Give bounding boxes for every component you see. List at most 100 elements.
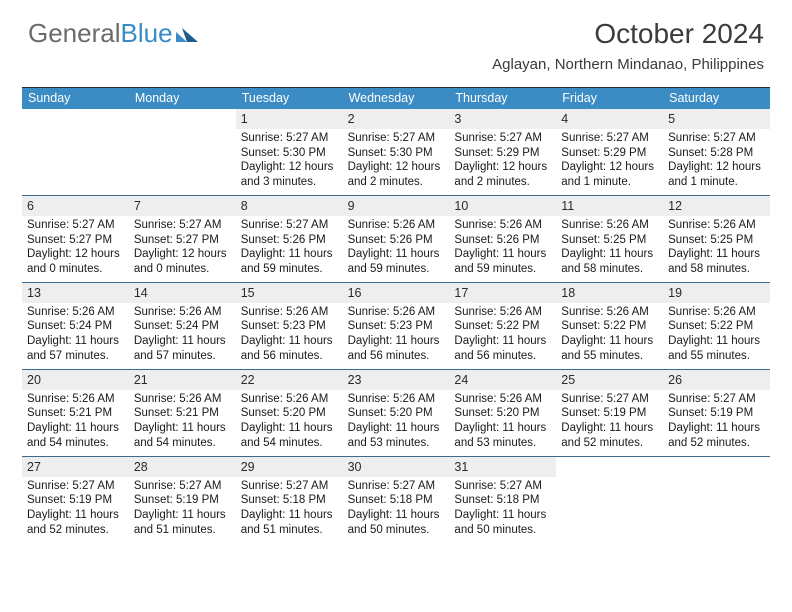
day-number-strip: 19 (663, 283, 770, 303)
day-number: 10 (454, 199, 468, 213)
day-details: Sunrise: 5:26 AMSunset: 5:23 PMDaylight:… (348, 305, 445, 364)
day-details: Sunrise: 5:27 AMSunset: 5:29 PMDaylight:… (561, 131, 658, 190)
day-cell: 25Sunrise: 5:27 AMSunset: 5:19 PMDayligh… (556, 370, 663, 456)
day-number: 27 (27, 460, 41, 474)
day-cell: 29 Sunrise: 5:27 AMSunset: 5:18 PMDayligh… (236, 457, 343, 543)
day-number-strip: 6 (22, 196, 129, 216)
day-number-strip: 14 (129, 283, 236, 303)
day-number-strip: 17 (449, 283, 556, 303)
day-details: Sunrise: 5:27 AMSunset: 5:27 PMDaylight:… (134, 218, 231, 277)
page-header: GeneralBlue October 2024 Aglayan, Northe… (0, 0, 792, 77)
day-number: 3 (454, 112, 461, 126)
day-number-strip: 13 (22, 283, 129, 303)
day-number-strip: 24 (449, 370, 556, 390)
day-cell: 30 Sunrise: 5:27 AMSunset: 5:18 PMDayligh… (343, 457, 450, 543)
week-row: 6 Sunrise: 5:27 AMSunset: 5:27 PMDaylight… (22, 196, 770, 283)
day-number: 19 (668, 286, 682, 300)
day-cell: 4 Sunrise: 5:27 AMSunset: 5:29 PMDaylight… (556, 109, 663, 195)
day-details: Sunrise: 5:27 AMSunset: 5:19 PMDaylight:… (134, 479, 231, 538)
calendar-grid: SundayMondayTuesdayWednesdayThursdayFrid… (22, 87, 770, 542)
weeks-container: 1 Sunrise: 5:27 AMSunset: 5:30 PMDaylight… (22, 109, 770, 542)
day-number: 16 (348, 286, 362, 300)
day-cell: 11Sunrise: 5:26 AMSunset: 5:25 PMDayligh… (556, 196, 663, 282)
logo-text-2: Blue (121, 18, 173, 49)
day-details: Sunrise: 5:27 AMSunset: 5:26 PMDaylight:… (241, 218, 338, 277)
day-number-strip: 25 (556, 370, 663, 390)
day-number: 7 (134, 199, 141, 213)
day-cell: 6 Sunrise: 5:27 AMSunset: 5:27 PMDaylight… (22, 196, 129, 282)
day-number-strip: 1 (236, 109, 343, 129)
brand-logo: GeneralBlue (28, 18, 198, 49)
title-block: October 2024 Aglayan, Northern Mindanao,… (492, 18, 764, 73)
day-number: 17 (454, 286, 468, 300)
day-number: 4 (561, 112, 568, 126)
day-details: Sunrise: 5:26 AMSunset: 5:24 PMDaylight:… (134, 305, 231, 364)
day-number: 30 (348, 460, 362, 474)
day-cell: 7 Sunrise: 5:27 AMSunset: 5:27 PMDaylight… (129, 196, 236, 282)
day-number-strip: 29 (236, 457, 343, 477)
day-cell: 10Sunrise: 5:26 AMSunset: 5:26 PMDayligh… (449, 196, 556, 282)
day-number-strip: 26 (663, 370, 770, 390)
day-details: Sunrise: 5:26 AMSunset: 5:22 PMDaylight:… (454, 305, 551, 364)
weekday-header: Wednesday (343, 88, 450, 109)
day-details: Sunrise: 5:27 AMSunset: 5:18 PMDaylight:… (348, 479, 445, 538)
day-cell: 5 Sunrise: 5:27 AMSunset: 5:28 PMDaylight… (663, 109, 770, 195)
weekday-header: Thursday (449, 88, 556, 109)
day-cell: 14 Sunrise: 5:26 AMSunset: 5:24 PMDayligh… (129, 283, 236, 369)
day-number-strip: 27 (22, 457, 129, 477)
day-cell: 21Sunrise: 5:26 AMSunset: 5:21 PMDayligh… (129, 370, 236, 456)
weekday-header: Tuesday (236, 88, 343, 109)
day-cell: 13 Sunrise: 5:26 AMSunset: 5:24 PMDayligh… (22, 283, 129, 369)
logo-mark-icon (176, 18, 198, 49)
day-cell: 26Sunrise: 5:27 AMSunset: 5:19 PMDayligh… (663, 370, 770, 456)
day-details: Sunrise: 5:27 AMSunset: 5:18 PMDaylight:… (241, 479, 338, 538)
day-number: 24 (454, 373, 468, 387)
day-number: 6 (27, 199, 34, 213)
day-details: Sunrise: 5:27 AMSunset: 5:28 PMDaylight:… (668, 131, 765, 190)
day-cell: 18Sunrise: 5:26 AMSunset: 5:22 PMDayligh… (556, 283, 663, 369)
day-number-strip: 9 (343, 196, 450, 216)
weekday-header: Friday (556, 88, 663, 109)
day-details: Sunrise: 5:27 AMSunset: 5:18 PMDaylight:… (454, 479, 551, 538)
day-cell: 12Sunrise: 5:26 AMSunset: 5:25 PMDayligh… (663, 196, 770, 282)
day-number-strip: 23 (343, 370, 450, 390)
day-number-strip: 28 (129, 457, 236, 477)
day-details: Sunrise: 5:27 AMSunset: 5:19 PMDaylight:… (561, 392, 658, 451)
day-number: 23 (348, 373, 362, 387)
week-row: 1 Sunrise: 5:27 AMSunset: 5:30 PMDaylight… (22, 109, 770, 196)
day-details: Sunrise: 5:26 AMSunset: 5:26 PMDaylight:… (348, 218, 445, 277)
day-cell: 15Sunrise: 5:26 AMSunset: 5:23 PMDayligh… (236, 283, 343, 369)
weekday-header-row: SundayMondayTuesdayWednesdayThursdayFrid… (22, 88, 770, 109)
day-details: Sunrise: 5:27 AMSunset: 5:30 PMDaylight:… (241, 131, 338, 190)
day-details: Sunrise: 5:26 AMSunset: 5:20 PMDaylight:… (241, 392, 338, 451)
day-number: 26 (668, 373, 682, 387)
day-cell: 23Sunrise: 5:26 AMSunset: 5:20 PMDayligh… (343, 370, 450, 456)
location-text: Aglayan, Northern Mindanao, Philippines (492, 56, 764, 73)
weekday-header: Saturday (663, 88, 770, 109)
day-number-strip: 20 (22, 370, 129, 390)
day-number-strip: 18 (556, 283, 663, 303)
day-details: Sunrise: 5:26 AMSunset: 5:20 PMDaylight:… (454, 392, 551, 451)
day-number: 15 (241, 286, 255, 300)
day-number: 5 (668, 112, 675, 126)
day-number-strip: 30 (343, 457, 450, 477)
day-number: 1 (241, 112, 248, 126)
day-details: Sunrise: 5:26 AMSunset: 5:24 PMDaylight:… (27, 305, 124, 364)
day-cell: 2Sunrise: 5:27 AMSunset: 5:30 PMDaylight… (343, 109, 450, 195)
day-number: 13 (27, 286, 41, 300)
day-number-strip: 31 (449, 457, 556, 477)
day-cell: 19Sunrise: 5:26 AMSunset: 5:22 PMDayligh… (663, 283, 770, 369)
day-number: 8 (241, 199, 248, 213)
day-number: 14 (134, 286, 148, 300)
weekday-header: Monday (129, 88, 236, 109)
day-number-strip: 12 (663, 196, 770, 216)
day-number-strip: 22 (236, 370, 343, 390)
day-cell: 31Sunrise: 5:27 AMSunset: 5:18 PMDayligh… (449, 457, 556, 543)
day-details: Sunrise: 5:27 AMSunset: 5:27 PMDaylight:… (27, 218, 124, 277)
day-details: Sunrise: 5:26 AMSunset: 5:21 PMDaylight:… (134, 392, 231, 451)
day-details: Sunrise: 5:27 AMSunset: 5:30 PMDaylight:… (348, 131, 445, 190)
day-number-strip: 11 (556, 196, 663, 216)
week-row: 20Sunrise: 5:26 AMSunset: 5:21 PMDayligh… (22, 370, 770, 457)
day-cell: 1 Sunrise: 5:27 AMSunset: 5:30 PMDaylight… (236, 109, 343, 195)
day-number: 29 (241, 460, 255, 474)
